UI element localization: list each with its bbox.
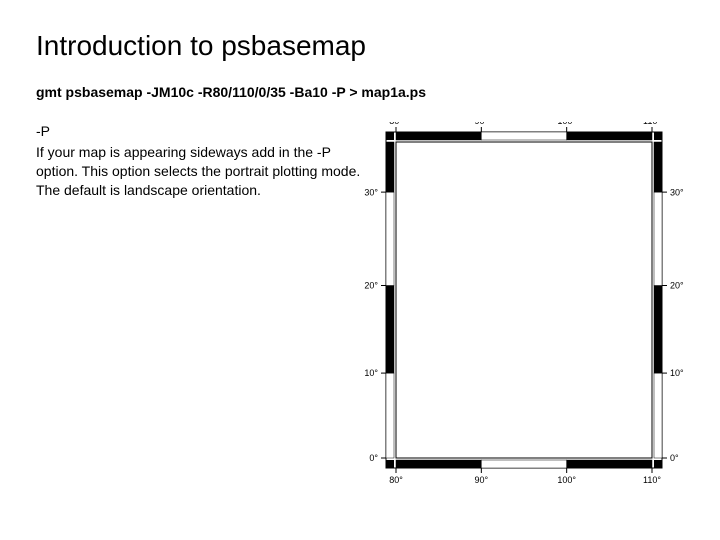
svg-text:110°: 110°: [643, 122, 661, 126]
svg-text:90°: 90°: [475, 122, 489, 126]
command-line: gmt psbasemap -JM10c -R80/110/0/35 -Ba10…: [36, 84, 684, 100]
svg-text:10°: 10°: [670, 368, 684, 378]
svg-text:90°: 90°: [475, 475, 489, 485]
page-title: Introduction to psbasemap: [36, 30, 684, 62]
svg-text:0°: 0°: [670, 453, 679, 463]
svg-text:20°: 20°: [364, 281, 378, 291]
map-column: 80° 80° 90° 90° 100° 100° 110° 110° 0° 0° 10° 10° 20…: [364, 122, 684, 492]
svg-text:0°: 0°: [369, 453, 378, 463]
svg-text:100°: 100°: [557, 122, 576, 126]
svg-text:100°: 100°: [557, 475, 576, 485]
svg-text:10°: 10°: [364, 368, 378, 378]
svg-text:80°: 80°: [389, 475, 403, 485]
option-flag: -P: [36, 122, 364, 141]
map-frame: 80° 80° 90° 90° 100° 100° 110° 110° 0° 0° 10° 10° 20…: [364, 122, 684, 492]
svg-text:20°: 20°: [670, 281, 684, 291]
content-row: -P If your map is appearing sideways add…: [36, 122, 684, 492]
svg-text:30°: 30°: [364, 187, 378, 197]
svg-text:30°: 30°: [670, 187, 684, 197]
slide: Introduction to psbasemap gmt psbasemap …: [0, 0, 720, 540]
svg-text:110°: 110°: [643, 475, 661, 485]
svg-text:80°: 80°: [389, 122, 403, 126]
description-column: -P If your map is appearing sideways add…: [36, 122, 364, 202]
option-description: If your map is appearing sideways add in…: [36, 143, 364, 200]
